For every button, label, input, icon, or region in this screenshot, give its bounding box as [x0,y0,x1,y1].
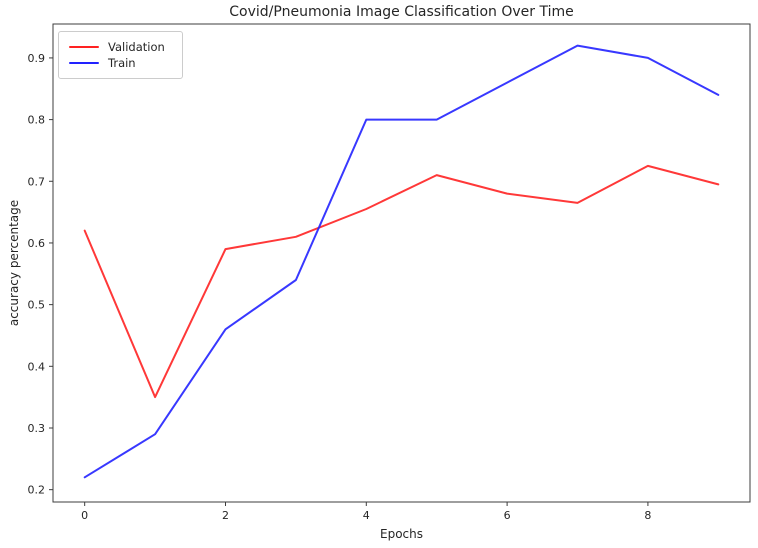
legend-item-validation: Validation [69,39,172,55]
x-tick-label: 8 [644,509,651,522]
y-tick-label: 0.3 [28,422,46,435]
y-tick-label: 0.8 [28,114,46,127]
x-tick-label: 4 [363,509,370,522]
y-tick-label: 0.9 [28,52,46,65]
y-tick-label: 0.6 [28,237,46,250]
x-axis-label: Epochs [380,527,423,541]
y-tick-label: 0.5 [28,299,46,312]
x-tick-label: 6 [504,509,511,522]
train-line [83,44,720,479]
x-tick-label: 0 [81,509,88,522]
legend: Validation Train [58,31,183,79]
y-tick-label: 0.7 [28,175,46,188]
plot-border [52,23,751,503]
y-axis-label: accuracy percentage [7,199,21,327]
validation-line [83,164,720,399]
x-tick-label: 2 [222,509,229,522]
chart-title: Covid/Pneumonia Image Classification Ove… [229,4,574,20]
legend-label-train: Train [108,56,136,70]
validation-line-swatch [69,46,99,48]
y-tick-label: 0.2 [28,484,46,497]
legend-label-validation: Validation [108,40,165,54]
y-tick-label: 0.4 [28,360,46,373]
train-line-swatch [69,62,99,64]
legend-item-train: Train [69,55,172,71]
